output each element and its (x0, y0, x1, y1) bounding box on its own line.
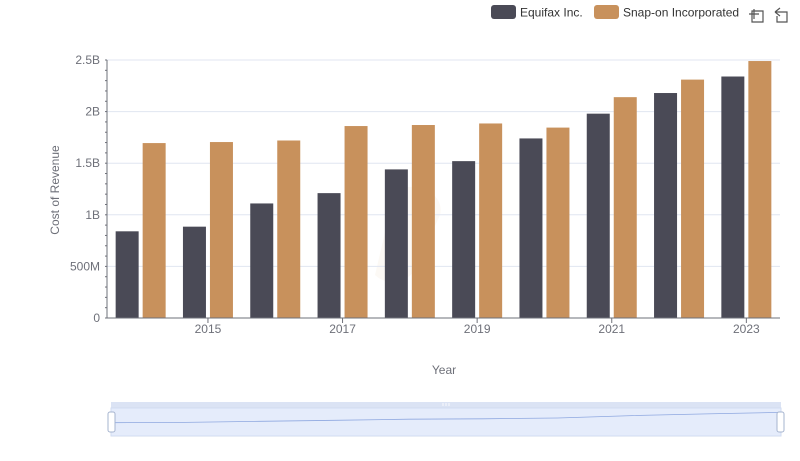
legend-item-equifax[interactable]: Equifax Inc. (491, 5, 583, 20)
x-axis-title: Year (432, 363, 456, 377)
x-tick-label: 2021 (598, 322, 625, 336)
bar-snap-on-2020[interactable] (546, 127, 570, 318)
zoom-select-icon[interactable] (749, 9, 764, 23)
x-tick-label: 2017 (329, 322, 356, 336)
bar-snap-on-2018[interactable] (411, 125, 435, 319)
legend-swatch (594, 5, 619, 19)
grid-lines (107, 59, 780, 267)
x-tick-label: 2023 (733, 322, 760, 336)
x-tick-label: 2019 (464, 322, 491, 336)
zoom-reset-icon[interactable] (774, 7, 788, 23)
data-zoom-preview-line (110, 412, 782, 424)
y-tick-label: 0 (93, 311, 100, 325)
bar-equifax-2023[interactable] (721, 76, 745, 319)
y-axis: 0 500M 1B 1.5B 2B 2.5B (70, 53, 108, 325)
legend[interactable]: Equifax Inc. Snap-on Incorporated (491, 5, 739, 20)
bar-snap-on-2017[interactable] (344, 126, 368, 318)
legend-label: Snap-on Incorporated (623, 6, 739, 20)
y-tick-label: 1B (85, 208, 100, 222)
bar-snap-on-2014[interactable] (142, 143, 166, 318)
bar-equifax-2021[interactable] (586, 113, 610, 318)
bar-equifax-2016[interactable] (250, 203, 274, 318)
bar-equifax-2014[interactable] (115, 231, 139, 318)
legend-swatch (491, 5, 516, 19)
bar-equifax-2020[interactable] (519, 138, 543, 318)
bar-equifax-2017[interactable] (317, 193, 341, 318)
y-tick-label: 2B (85, 105, 100, 119)
bar-snap-on-2016[interactable] (277, 140, 301, 318)
bar-snap-on-2023[interactable] (748, 61, 772, 318)
legend-label: Equifax Inc. (520, 6, 583, 20)
bar-snap-on-2019[interactable] (479, 123, 503, 318)
bar-equifax-2019[interactable] (452, 161, 476, 318)
y-tick-label: 1.5B (75, 156, 100, 170)
legend-item-snap-on[interactable]: Snap-on Incorporated (594, 5, 739, 20)
y-tick-label: 2.5B (75, 53, 100, 67)
bar-equifax-2018[interactable] (384, 169, 408, 318)
bar-snap-on-2021[interactable] (613, 97, 637, 318)
x-tick-label: 2015 (195, 322, 222, 336)
data-zoom-handle-left[interactable] (107, 411, 116, 433)
bars (115, 61, 772, 319)
x-axis: 2015 2017 2019 2021 2023 (107, 317, 780, 336)
bar-snap-on-2015[interactable] (209, 142, 233, 318)
bar-equifax-2015[interactable] (182, 226, 206, 318)
y-tick-label: 500M (70, 259, 100, 273)
bar-equifax-2022[interactable] (654, 93, 678, 318)
data-zoom-drag-grip[interactable] (442, 403, 450, 406)
y-axis-title: Cost of Revenue (48, 145, 62, 235)
data-zoom-handle-right[interactable] (776, 411, 785, 433)
bar-snap-on-2022[interactable] (681, 79, 705, 318)
data-zoom-slider[interactable] (107, 402, 785, 437)
